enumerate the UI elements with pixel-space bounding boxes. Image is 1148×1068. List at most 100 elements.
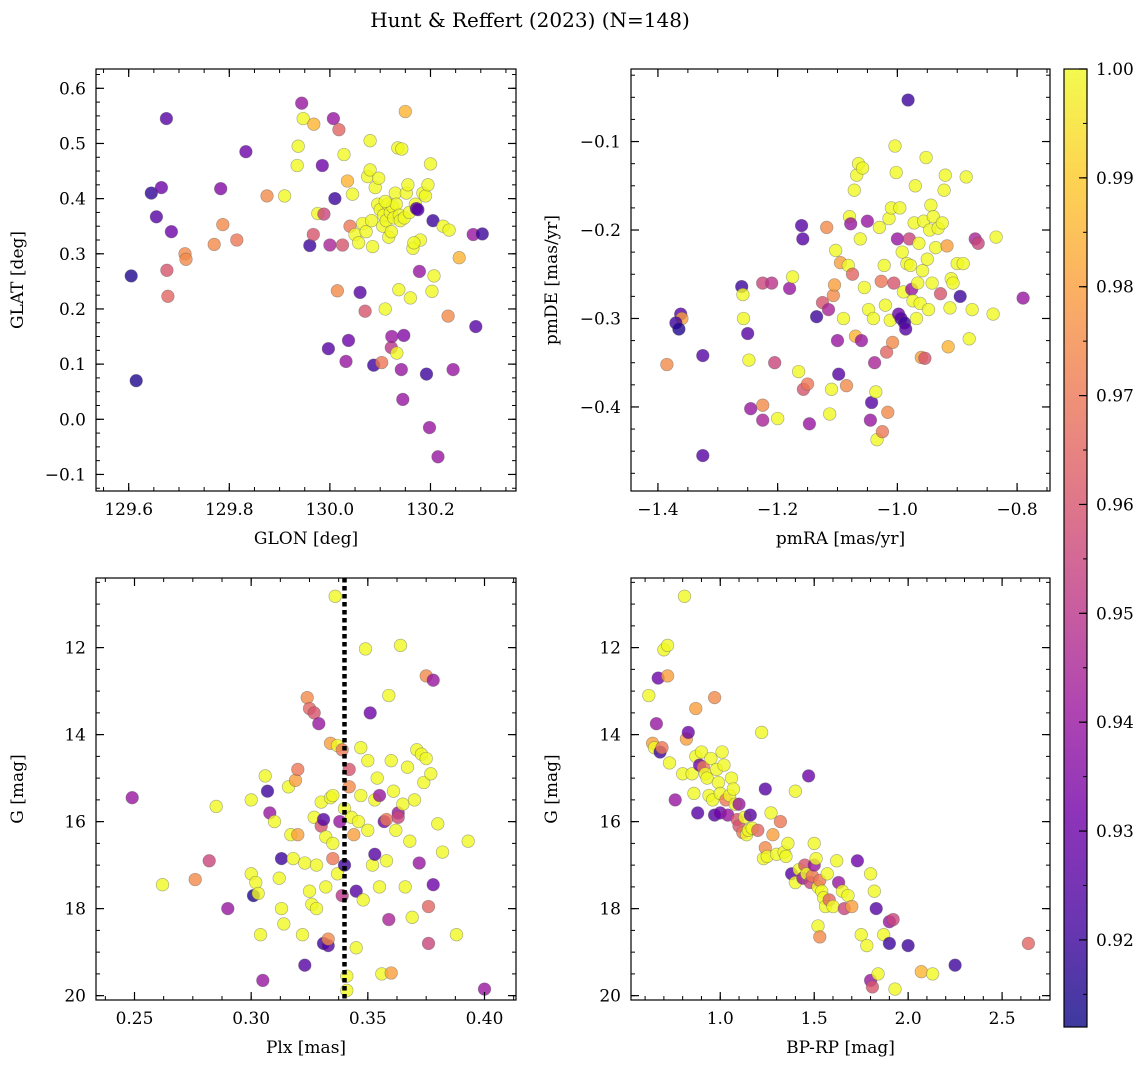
data-point [419, 367, 434, 381]
data-point [827, 278, 842, 292]
data-point [773, 814, 788, 829]
data-point [379, 812, 394, 827]
data-point [765, 276, 779, 290]
data-point [260, 784, 275, 798]
y-tick-label: 20 [599, 987, 621, 1007]
data-point [427, 269, 441, 283]
data-point [379, 854, 394, 868]
data-point [785, 270, 800, 284]
data-point [349, 884, 363, 898]
data-point [393, 638, 408, 653]
data-point [251, 886, 265, 901]
data-point [925, 276, 939, 290]
data-point [149, 210, 164, 224]
data-point [867, 356, 882, 370]
data-point [423, 157, 438, 171]
x-tick-label: 1.0 [707, 1009, 734, 1029]
data-point [726, 782, 741, 796]
data-point [125, 791, 139, 805]
x-tick-label: 0.35 [349, 1009, 387, 1029]
data-point [866, 311, 881, 326]
data-point [363, 134, 377, 148]
data-point [908, 179, 922, 193]
data-point [867, 884, 881, 898]
data-point [326, 788, 340, 803]
data-point [869, 901, 883, 916]
data-point [129, 374, 143, 388]
data-point [249, 875, 263, 890]
x-tick-label: 129.6 [104, 500, 153, 520]
data-point [956, 256, 970, 271]
data-point [426, 673, 440, 687]
data-point [744, 402, 758, 416]
data-point [161, 289, 175, 303]
data-point [385, 329, 399, 344]
data-point [711, 775, 726, 790]
colorbar-tick-label: 0.96 [1096, 495, 1134, 515]
data-point [391, 810, 405, 824]
y-tick-label: −0.2 [580, 221, 621, 241]
data-point [354, 788, 368, 803]
data-point [398, 104, 412, 119]
data-point [689, 701, 703, 716]
data-point [365, 239, 380, 254]
data-point [363, 163, 377, 177]
data-point [316, 812, 331, 827]
data-point [315, 158, 329, 173]
x-tick-label: 0.40 [466, 1009, 504, 1029]
y-tick-label: 0.2 [59, 300, 86, 320]
data-point [244, 793, 258, 807]
data-point [382, 688, 396, 703]
data-point [901, 93, 915, 107]
data-point [403, 291, 418, 305]
data-point [655, 741, 669, 755]
data-point [885, 335, 900, 350]
x-tick-label: 130.2 [406, 500, 455, 520]
data-point [929, 241, 943, 255]
data-point [375, 355, 389, 370]
y-tick-label: 16 [599, 813, 621, 833]
panel-pm: −1.4 −1.2 −1.0 −0.8 −0.4 −0.3 −0.2 −0.1 pmRA [ma… [542, 68, 1051, 549]
x-tick-label: −1.0 [877, 500, 918, 520]
data-point [384, 754, 398, 768]
data-point [782, 281, 797, 296]
data-point [330, 284, 345, 298]
data-point [382, 912, 396, 927]
data-point [339, 354, 353, 369]
data-point [384, 966, 398, 980]
data-point [349, 941, 363, 955]
data-point [839, 379, 854, 393]
data-point [340, 174, 355, 188]
data-point [425, 284, 439, 298]
data-point [845, 267, 860, 281]
data-point [421, 936, 436, 951]
y-tick-label: 16 [64, 813, 86, 833]
data-point [875, 425, 890, 439]
data-point [946, 276, 960, 290]
data-point [935, 216, 949, 230]
colorbar-frame [1063, 68, 1088, 1028]
data-point [662, 756, 677, 770]
data-point [820, 220, 834, 235]
colorbar-gradient [1064, 69, 1087, 1027]
data-point [274, 851, 289, 866]
data-point [442, 223, 456, 237]
data-point [874, 274, 888, 288]
data-point [882, 936, 897, 951]
data-point [354, 741, 368, 755]
data-point [364, 214, 379, 228]
figure-title: Hunt & Reffert (2023) (N=148) [370, 8, 690, 32]
data-point [751, 823, 765, 837]
data-point [295, 928, 310, 942]
colorbar-tick-label: 0.92 [1096, 931, 1134, 951]
data-point [449, 928, 464, 942]
data-point [940, 239, 954, 253]
data-point [807, 836, 821, 851]
data-point [845, 899, 859, 914]
data-point [321, 932, 335, 946]
data-point [368, 847, 382, 861]
x-tick-label: 0.30 [232, 1009, 270, 1029]
data-point [144, 186, 158, 200]
x-tick-label: 129.8 [205, 500, 254, 520]
data-point [164, 225, 179, 239]
